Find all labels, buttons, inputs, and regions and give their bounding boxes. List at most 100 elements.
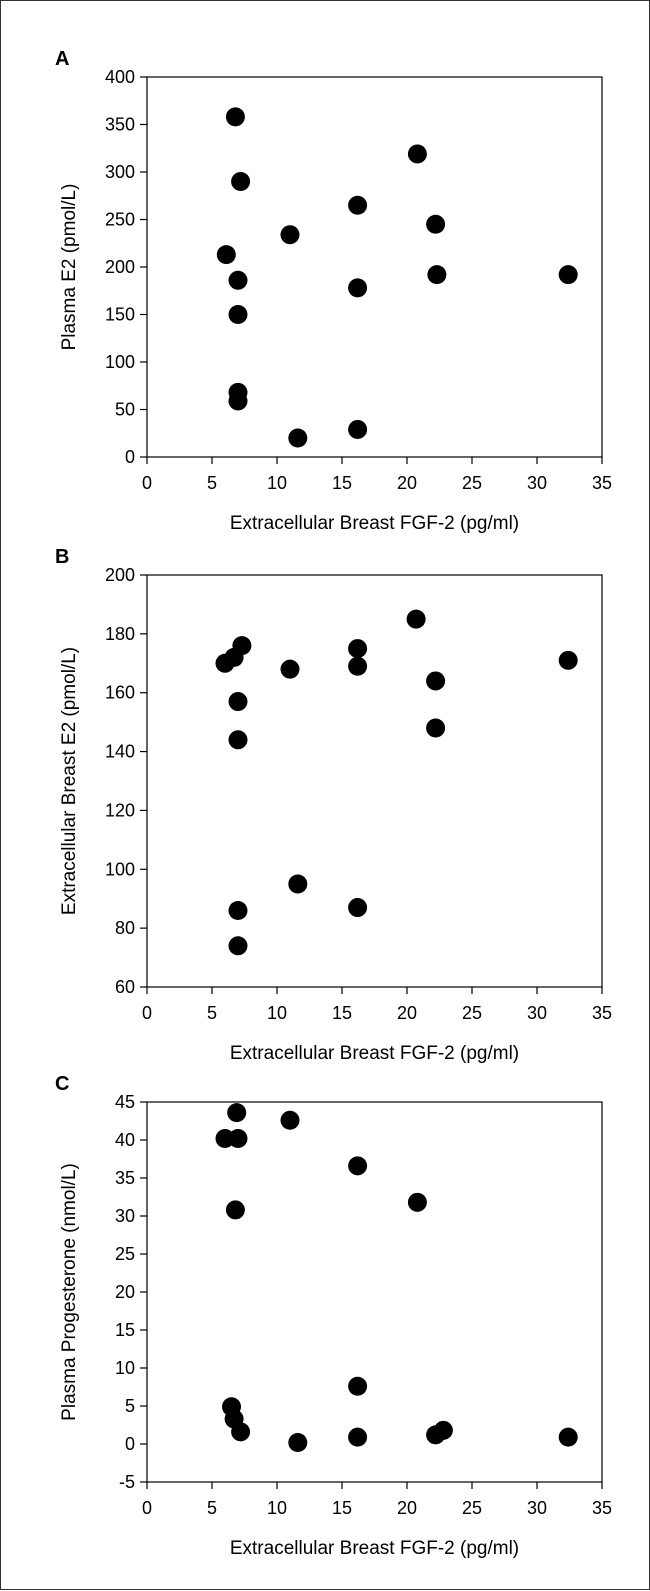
panel-letter: C — [55, 1073, 69, 1095]
y-tick-label: 200 — [105, 257, 135, 277]
y-tick-label: 10 — [115, 1358, 135, 1378]
data-point — [348, 1156, 368, 1176]
data-point — [426, 671, 446, 691]
x-tick-label: 10 — [267, 1003, 287, 1023]
data-point — [348, 1427, 368, 1447]
x-tick-label: 5 — [207, 1498, 217, 1518]
data-point — [288, 428, 308, 448]
y-tick-label: 15 — [115, 1320, 135, 1340]
data-point — [348, 195, 368, 215]
y-tick-label: 200 — [105, 565, 135, 585]
data-point — [348, 278, 368, 298]
panel-letter: B — [55, 546, 69, 568]
data-point — [348, 639, 368, 659]
panel-c: C 0 5 10 15 20 25 30 35 -5 0 5 10 15 20 25 30 35 40 45 Extra… — [55, 1073, 612, 1559]
x-tick-label: 10 — [267, 473, 287, 493]
y-tick-label: 100 — [105, 352, 135, 372]
data-point — [231, 172, 251, 191]
data-point — [228, 305, 248, 324]
y-tick-label: 150 — [105, 305, 135, 325]
data-point — [558, 650, 578, 670]
data-point — [225, 107, 245, 127]
x-tick-label: 5 — [207, 473, 217, 493]
y-tick-label: 160 — [105, 683, 135, 703]
data-point — [426, 718, 446, 738]
x-axis-title: Extracellular Breast FGF-2 (pg/ml) — [230, 1538, 519, 1559]
data-point — [406, 609, 426, 629]
data-point — [215, 1128, 235, 1148]
y-tick-label: 300 — [105, 162, 135, 182]
x-tick-label: 35 — [592, 1498, 612, 1518]
data-point — [348, 1376, 368, 1396]
data-point — [558, 265, 578, 285]
data-point — [558, 1427, 578, 1447]
x-tick-label: 10 — [267, 1498, 287, 1518]
y-tick-label: 80 — [115, 918, 135, 938]
x-tick-label: 25 — [462, 1498, 482, 1518]
data-point — [231, 1422, 251, 1442]
plot-frame — [146, 574, 603, 988]
y-tick-label: 45 — [115, 1092, 135, 1112]
y-axis-title: Plasma E2 (pmol/L) — [59, 184, 80, 351]
x-axis-title: Extracellular Breast FGF-2 (pg/ml) — [230, 1043, 519, 1064]
x-tick-label: 0 — [142, 473, 152, 493]
plot-frame — [146, 76, 603, 458]
panel-a: A0 5 10 15 20 25 30 35050100150200250300350400E… — [55, 48, 612, 534]
data-point — [426, 214, 446, 234]
x-tick-label: 25 — [462, 1003, 482, 1023]
x-tick-label: 20 — [397, 1003, 417, 1023]
data-point — [228, 270, 248, 290]
data-point — [348, 898, 368, 918]
y-tick-label: 40 — [115, 1130, 135, 1150]
y-axis-title: Plasma Progesterone (nmol/L) — [59, 1163, 80, 1421]
y-tick-label: -5 — [119, 1472, 135, 1492]
y-tick-label: 350 — [105, 115, 135, 135]
data-point — [228, 692, 248, 712]
data-point — [427, 265, 447, 285]
y-tick-label: 50 — [115, 400, 135, 420]
y-tick-label: 100 — [105, 859, 135, 879]
y-axis-title: Extracellular Breast E2 (pmol/L) — [59, 647, 80, 915]
x-tick-label: 15 — [332, 1498, 352, 1518]
y-tick-label: 120 — [105, 800, 135, 820]
data-point — [280, 1110, 300, 1130]
y-tick-label: 0 — [125, 447, 135, 467]
data-point — [280, 225, 300, 245]
data-point — [228, 730, 248, 750]
y-tick-label: 30 — [115, 1206, 135, 1226]
data-point — [407, 1192, 427, 1212]
data-point — [228, 391, 248, 411]
data-point — [288, 874, 308, 894]
data-point — [232, 636, 252, 656]
x-tick-label: 30 — [527, 473, 547, 493]
x-tick-label: 0 — [142, 1498, 152, 1518]
y-tick-label: 25 — [115, 1244, 135, 1264]
data-point — [228, 1128, 248, 1148]
y-tick-label: 0 — [125, 1434, 135, 1454]
y-tick-label: 400 — [105, 67, 135, 87]
data-point — [348, 656, 368, 676]
x-tick-label: 30 — [527, 1003, 547, 1023]
plot-frame — [146, 1101, 603, 1483]
x-tick-label: 20 — [397, 1498, 417, 1518]
x-tick-label: 15 — [332, 473, 352, 493]
x-tick-label: 35 — [592, 473, 612, 493]
x-tick-label: 0 — [142, 1003, 152, 1023]
y-tick-label: 140 — [105, 742, 135, 762]
y-tick-label: 250 — [105, 210, 135, 230]
y-tick-label: 60 — [115, 977, 135, 997]
y-tick-label: 35 — [115, 1168, 135, 1188]
x-axis-title: Extracellular Breast FGF-2 (pg/ml) — [230, 513, 519, 534]
x-tick-label: 5 — [207, 1003, 217, 1023]
x-tick-label: 30 — [527, 1498, 547, 1518]
data-point — [227, 1103, 247, 1123]
data-point — [225, 1200, 245, 1220]
data-point — [280, 659, 300, 679]
x-tick-label: 25 — [462, 473, 482, 493]
y-tick-label: 180 — [105, 624, 135, 644]
data-point — [433, 1420, 453, 1440]
y-tick-label: 20 — [115, 1282, 135, 1302]
data-point — [348, 419, 368, 439]
panel-letter: A — [55, 48, 69, 70]
